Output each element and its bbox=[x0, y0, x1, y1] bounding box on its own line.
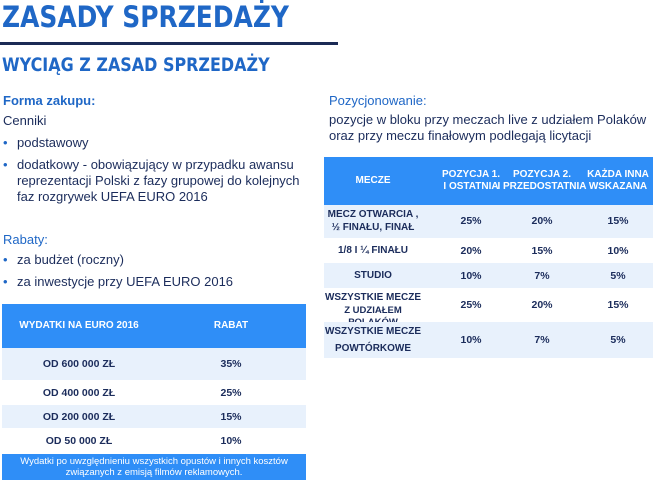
table-row bbox=[324, 288, 653, 322]
match-label: MECZ OTWARCIA , bbox=[327, 209, 419, 220]
match-label: WSZYSTKIE MECZE bbox=[324, 326, 422, 337]
discount-rate: 10% bbox=[220, 435, 242, 447]
position-header-p2-sub: I PRZEDOSTATNIA bbox=[497, 181, 587, 192]
table-row bbox=[2, 428, 306, 454]
discount-rate: 15% bbox=[220, 411, 242, 423]
forma-heading: Forma zakupu: bbox=[3, 93, 96, 108]
discount-footnote-line1: Wydatki po uwzględnieniu wszystkich opus… bbox=[20, 456, 288, 467]
p1-value: 20% bbox=[460, 245, 482, 257]
p1-value: 10% bbox=[460, 334, 482, 346]
discount-header-rabat: RABAT bbox=[213, 320, 249, 331]
table-row bbox=[324, 205, 653, 238]
table-row bbox=[324, 322, 653, 358]
position-header-p1: POZYCJA 1. bbox=[442, 169, 500, 180]
match-label: STUDIO bbox=[354, 270, 392, 281]
page-title: ZASADY SPRZEDAŻY bbox=[2, 0, 289, 34]
cenniki-label: Cenniki bbox=[3, 113, 47, 128]
rabaty-item: za budżet (roczny) bbox=[17, 252, 124, 267]
discount-spend: OD 50 000 ZŁ bbox=[45, 435, 113, 447]
p2-value: 7% bbox=[534, 334, 550, 346]
discount-table-header bbox=[2, 304, 306, 348]
position-header-other: KAŻDA INNA bbox=[587, 169, 649, 180]
discount-footnote-band bbox=[2, 454, 306, 480]
p1-value: 25% bbox=[460, 215, 482, 227]
table-row bbox=[324, 238, 653, 263]
discount-footnote-line2: związanych z emisją filmów reklamowych. bbox=[65, 467, 243, 478]
discount-rate: 25% bbox=[220, 387, 242, 399]
positioning-desc: pozycje w bloku przy meczach live z udzi… bbox=[329, 112, 647, 127]
table-row bbox=[324, 263, 653, 288]
bullet-icon: • bbox=[3, 157, 8, 172]
rabaty-heading: Rabaty: bbox=[3, 232, 48, 247]
other-value: 15% bbox=[607, 299, 629, 311]
position-header-p2: POZYCJA 2. bbox=[513, 169, 571, 180]
p2-value: 20% bbox=[531, 299, 553, 311]
position-header-p1-sub: I OSTATNIA bbox=[443, 181, 499, 192]
positioning-heading: Pozycjonowanie: bbox=[329, 93, 427, 108]
match-label-sub: POWTÓRKOWE bbox=[334, 343, 412, 354]
other-value: 15% bbox=[607, 215, 629, 227]
match-label: WSZYSTKIE MECZE bbox=[324, 292, 422, 303]
bullet-icon: • bbox=[3, 274, 8, 289]
positioning-desc: oraz przy meczu finałowym podlegają licy… bbox=[329, 128, 592, 143]
other-value: 10% bbox=[607, 245, 629, 257]
table-row bbox=[2, 348, 306, 380]
discount-rate: 35% bbox=[220, 358, 242, 370]
cennik-item-cont: faz rozgrywek UEFA EURO 2016 bbox=[17, 189, 208, 204]
other-value: 5% bbox=[610, 270, 626, 282]
cennik-item: dodatkowy - obowiązujący w przypadku awa… bbox=[17, 157, 294, 172]
discount-header-spend: WYDATKI NA EURO 2016 bbox=[19, 320, 139, 331]
discount-spend: OD 400 000 ZŁ bbox=[42, 387, 116, 399]
discount-spend: OD 600 000 ZŁ bbox=[42, 358, 116, 370]
bullet-icon: • bbox=[3, 252, 8, 267]
p2-value: 7% bbox=[534, 270, 550, 282]
position-header-mecze: MECZE bbox=[355, 175, 391, 186]
cennik-item: podstawowy bbox=[17, 135, 89, 150]
p1-value: 25% bbox=[460, 299, 482, 311]
match-label-sub: ½ FINAŁU, FINAŁ bbox=[331, 222, 415, 233]
p2-value: 15% bbox=[531, 245, 553, 257]
rabaty-item: za inwestycje przy UEFA EURO 2016 bbox=[17, 274, 234, 289]
match-label: 1/8 I ¼ FINAŁU bbox=[337, 245, 408, 256]
other-value: 5% bbox=[610, 334, 626, 346]
position-table-header bbox=[324, 157, 653, 205]
p2-value: 20% bbox=[531, 215, 553, 227]
p1-value: 10% bbox=[460, 270, 482, 282]
page-subtitle: WYCIĄG Z ZASAD SPRZEDAŻY bbox=[2, 54, 270, 76]
position-header-other-sub: WSKAZANA bbox=[588, 181, 648, 192]
table-row bbox=[2, 405, 306, 428]
table-row bbox=[2, 380, 306, 405]
cennik-item-cont: reprezentacji Polski z fazy grupowej do … bbox=[17, 173, 300, 188]
discount-spend: OD 200 000 ZŁ bbox=[42, 411, 116, 423]
title-underline bbox=[0, 42, 338, 45]
bullet-icon: • bbox=[3, 135, 8, 150]
